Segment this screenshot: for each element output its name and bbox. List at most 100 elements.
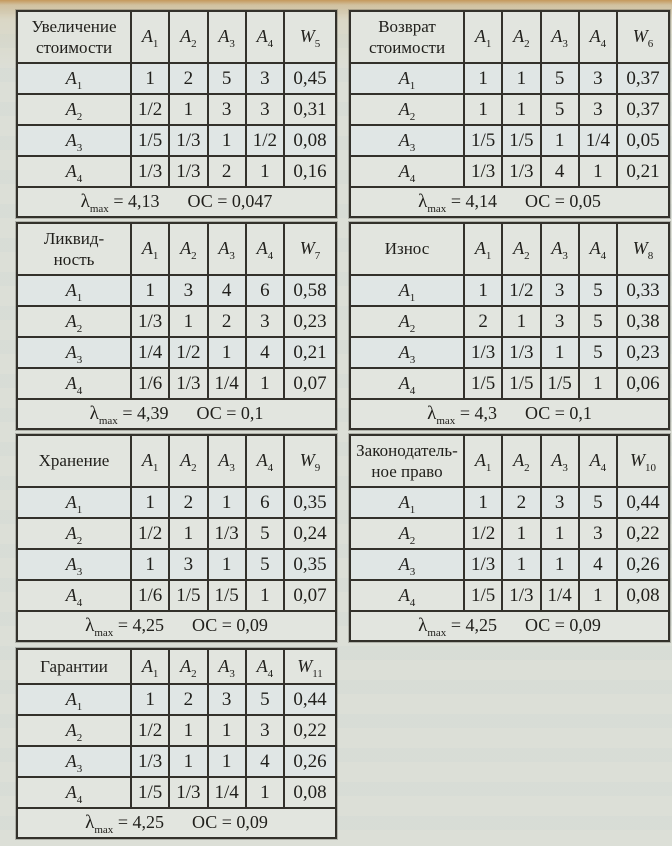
variable-label: A4 bbox=[398, 160, 416, 185]
variable-label: A3 bbox=[218, 655, 235, 680]
comparison-value: 1 bbox=[462, 62, 504, 95]
oc-value: ОС = 0,1 bbox=[196, 403, 264, 423]
alternative-col-header: A3 bbox=[539, 434, 580, 488]
variable-label: A2 bbox=[65, 98, 83, 123]
weight-value: 0,44 bbox=[616, 486, 670, 519]
comparison-value: 3 bbox=[244, 305, 286, 338]
lambda-max-label: λmax bbox=[89, 403, 118, 427]
footer-row: λmax = 4,13 ОС = 0,047 bbox=[16, 186, 337, 218]
comparison-value: 5 bbox=[244, 683, 286, 716]
pairwise-comparison-matrix: Ликвид-ность A1 A2 A3 A4 W7 A1 1 3 4 6 0,58 A2 1/3 1 2 3… bbox=[16, 222, 337, 430]
variable-label: W11 bbox=[297, 655, 323, 680]
comparison-value: 1/3 bbox=[168, 776, 209, 809]
row-label: A4 bbox=[16, 579, 132, 612]
variable-label: A1 bbox=[398, 67, 416, 92]
row-label: A4 bbox=[16, 155, 132, 188]
alternative-col-header: A2 bbox=[168, 222, 209, 276]
variable-label: A2 bbox=[513, 238, 530, 262]
comparison-value: 1 bbox=[206, 336, 247, 369]
variable-label: A3 bbox=[551, 238, 568, 262]
variable-label: A3 bbox=[65, 129, 83, 154]
comparison-value: 6 bbox=[244, 486, 286, 519]
variable-label: A1 bbox=[141, 26, 159, 50]
comparison-value: 1 bbox=[539, 336, 580, 369]
alternative-col-header: A1 bbox=[129, 648, 171, 685]
comparison-value: 3 bbox=[206, 93, 247, 126]
variable-label: A2 bbox=[180, 26, 197, 50]
comparison-value: 1 bbox=[501, 517, 542, 550]
comparison-value: 4 bbox=[206, 274, 247, 307]
matrix-row: A2 2 1 3 5 0,38 bbox=[349, 305, 670, 338]
footer-row: λmax = 4,14 ОС = 0,05 bbox=[349, 186, 670, 218]
comparison-value: 1 bbox=[577, 155, 619, 188]
table-guarantees: Гарантии A1 A2 A3 A4 W11 A1 1 2 3 5 0,44 A2 1/2 1 1 3 0,2… bbox=[16, 648, 337, 839]
matrix-title: Увеличение стоимости bbox=[16, 10, 132, 64]
comparison-value: 1 bbox=[462, 93, 504, 126]
comparison-value: 5 bbox=[244, 548, 286, 581]
matrix-row: A1 1 3 4 6 0,58 bbox=[16, 274, 337, 307]
comparison-value: 1/3 bbox=[501, 155, 542, 188]
variable-label: A3 bbox=[551, 26, 568, 50]
table-storage: Хранение A1 A2 A3 A4 W9 A1 1 2 1 6 0,35 A2 1/2 1 1/3 5 0,… bbox=[16, 434, 337, 642]
alternative-col-header: A3 bbox=[539, 10, 580, 64]
matrix-title-line: стоимости bbox=[368, 38, 446, 57]
comparison-value: 4 bbox=[244, 336, 286, 369]
consistency-footer: λmax = 4,25 ОС = 0,09 bbox=[16, 807, 337, 839]
matrix-row: A3 1 3 1 5 0,35 bbox=[16, 548, 337, 581]
pairwise-comparison-matrix: Гарантии A1 A2 A3 A4 W11 A1 1 2 3 5 0,44 A2 1/2 1 1 3 0,2… bbox=[16, 648, 337, 839]
matrix-title-line: Гарантии bbox=[40, 656, 108, 676]
variable-label: A4 bbox=[398, 372, 416, 397]
comparison-value: 1/5 bbox=[539, 367, 580, 400]
header-row: Хранение A1 A2 A3 A4 W9 bbox=[16, 434, 337, 488]
variable-label: A3 bbox=[398, 129, 416, 154]
alternative-col-header: A4 bbox=[577, 434, 619, 488]
comparison-value: 4 bbox=[577, 548, 619, 581]
oc-value: ОС = 0,047 bbox=[187, 191, 273, 211]
variable-label: A2 bbox=[513, 26, 530, 50]
row-label: A3 bbox=[16, 745, 132, 778]
variable-label: A4 bbox=[256, 238, 274, 262]
comparison-value: 1 bbox=[577, 579, 619, 612]
comparison-value: 1 bbox=[462, 486, 504, 519]
row-label: A4 bbox=[349, 155, 465, 188]
row-label: A1 bbox=[349, 62, 465, 95]
comparison-value: 1 bbox=[539, 548, 580, 581]
comparison-value: 3 bbox=[244, 93, 286, 126]
lambda-max-label: λmax bbox=[418, 191, 447, 215]
comparison-value: 1 bbox=[501, 548, 542, 581]
comparison-value: 1/3 bbox=[462, 336, 504, 369]
matrix-row: A2 1/2 1 3 3 0,31 bbox=[16, 93, 337, 126]
matrix-row: A1 1 2 1 6 0,35 bbox=[16, 486, 337, 519]
comparison-value: 1 bbox=[462, 274, 504, 307]
row-label: A1 bbox=[16, 486, 132, 519]
variable-label: A4 bbox=[589, 238, 607, 262]
alternative-col-header: A3 bbox=[206, 434, 247, 488]
weight-value: 0,26 bbox=[283, 745, 337, 778]
comparison-value: 1/2 bbox=[501, 274, 542, 307]
comparison-value: 1 bbox=[206, 548, 247, 581]
matrix-row: A2 1/2 1 1 3 0,22 bbox=[349, 517, 670, 550]
consistency-footer: λmax = 4,25 ОС = 0,09 bbox=[349, 610, 670, 642]
row-label: A1 bbox=[16, 274, 132, 307]
alternative-col-header: A1 bbox=[462, 222, 504, 276]
comparison-value: 2 bbox=[168, 486, 209, 519]
row-label: A3 bbox=[16, 336, 132, 369]
row-label: A3 bbox=[349, 124, 465, 157]
variable-label: A2 bbox=[180, 450, 197, 474]
variable-label: A3 bbox=[398, 553, 416, 578]
matrix-title: Хранение bbox=[16, 434, 132, 488]
alternative-col-header: A1 bbox=[462, 10, 504, 64]
variable-label: A4 bbox=[256, 26, 274, 50]
weight-value: 0,06 bbox=[616, 367, 670, 400]
comparison-value: 5 bbox=[206, 62, 247, 95]
row-label: A2 bbox=[349, 517, 465, 550]
comparison-value: 1/5 bbox=[129, 124, 171, 157]
weight-value: 0,22 bbox=[283, 714, 337, 747]
variable-label: A2 bbox=[65, 719, 83, 744]
comparison-value: 1/4 bbox=[539, 579, 580, 612]
comparison-value: 5 bbox=[539, 62, 580, 95]
matrix-title: Износ bbox=[349, 222, 465, 276]
comparison-value: 1/3 bbox=[206, 517, 247, 550]
comparison-value: 2 bbox=[168, 683, 209, 716]
comparison-value: 1/2 bbox=[129, 517, 171, 550]
